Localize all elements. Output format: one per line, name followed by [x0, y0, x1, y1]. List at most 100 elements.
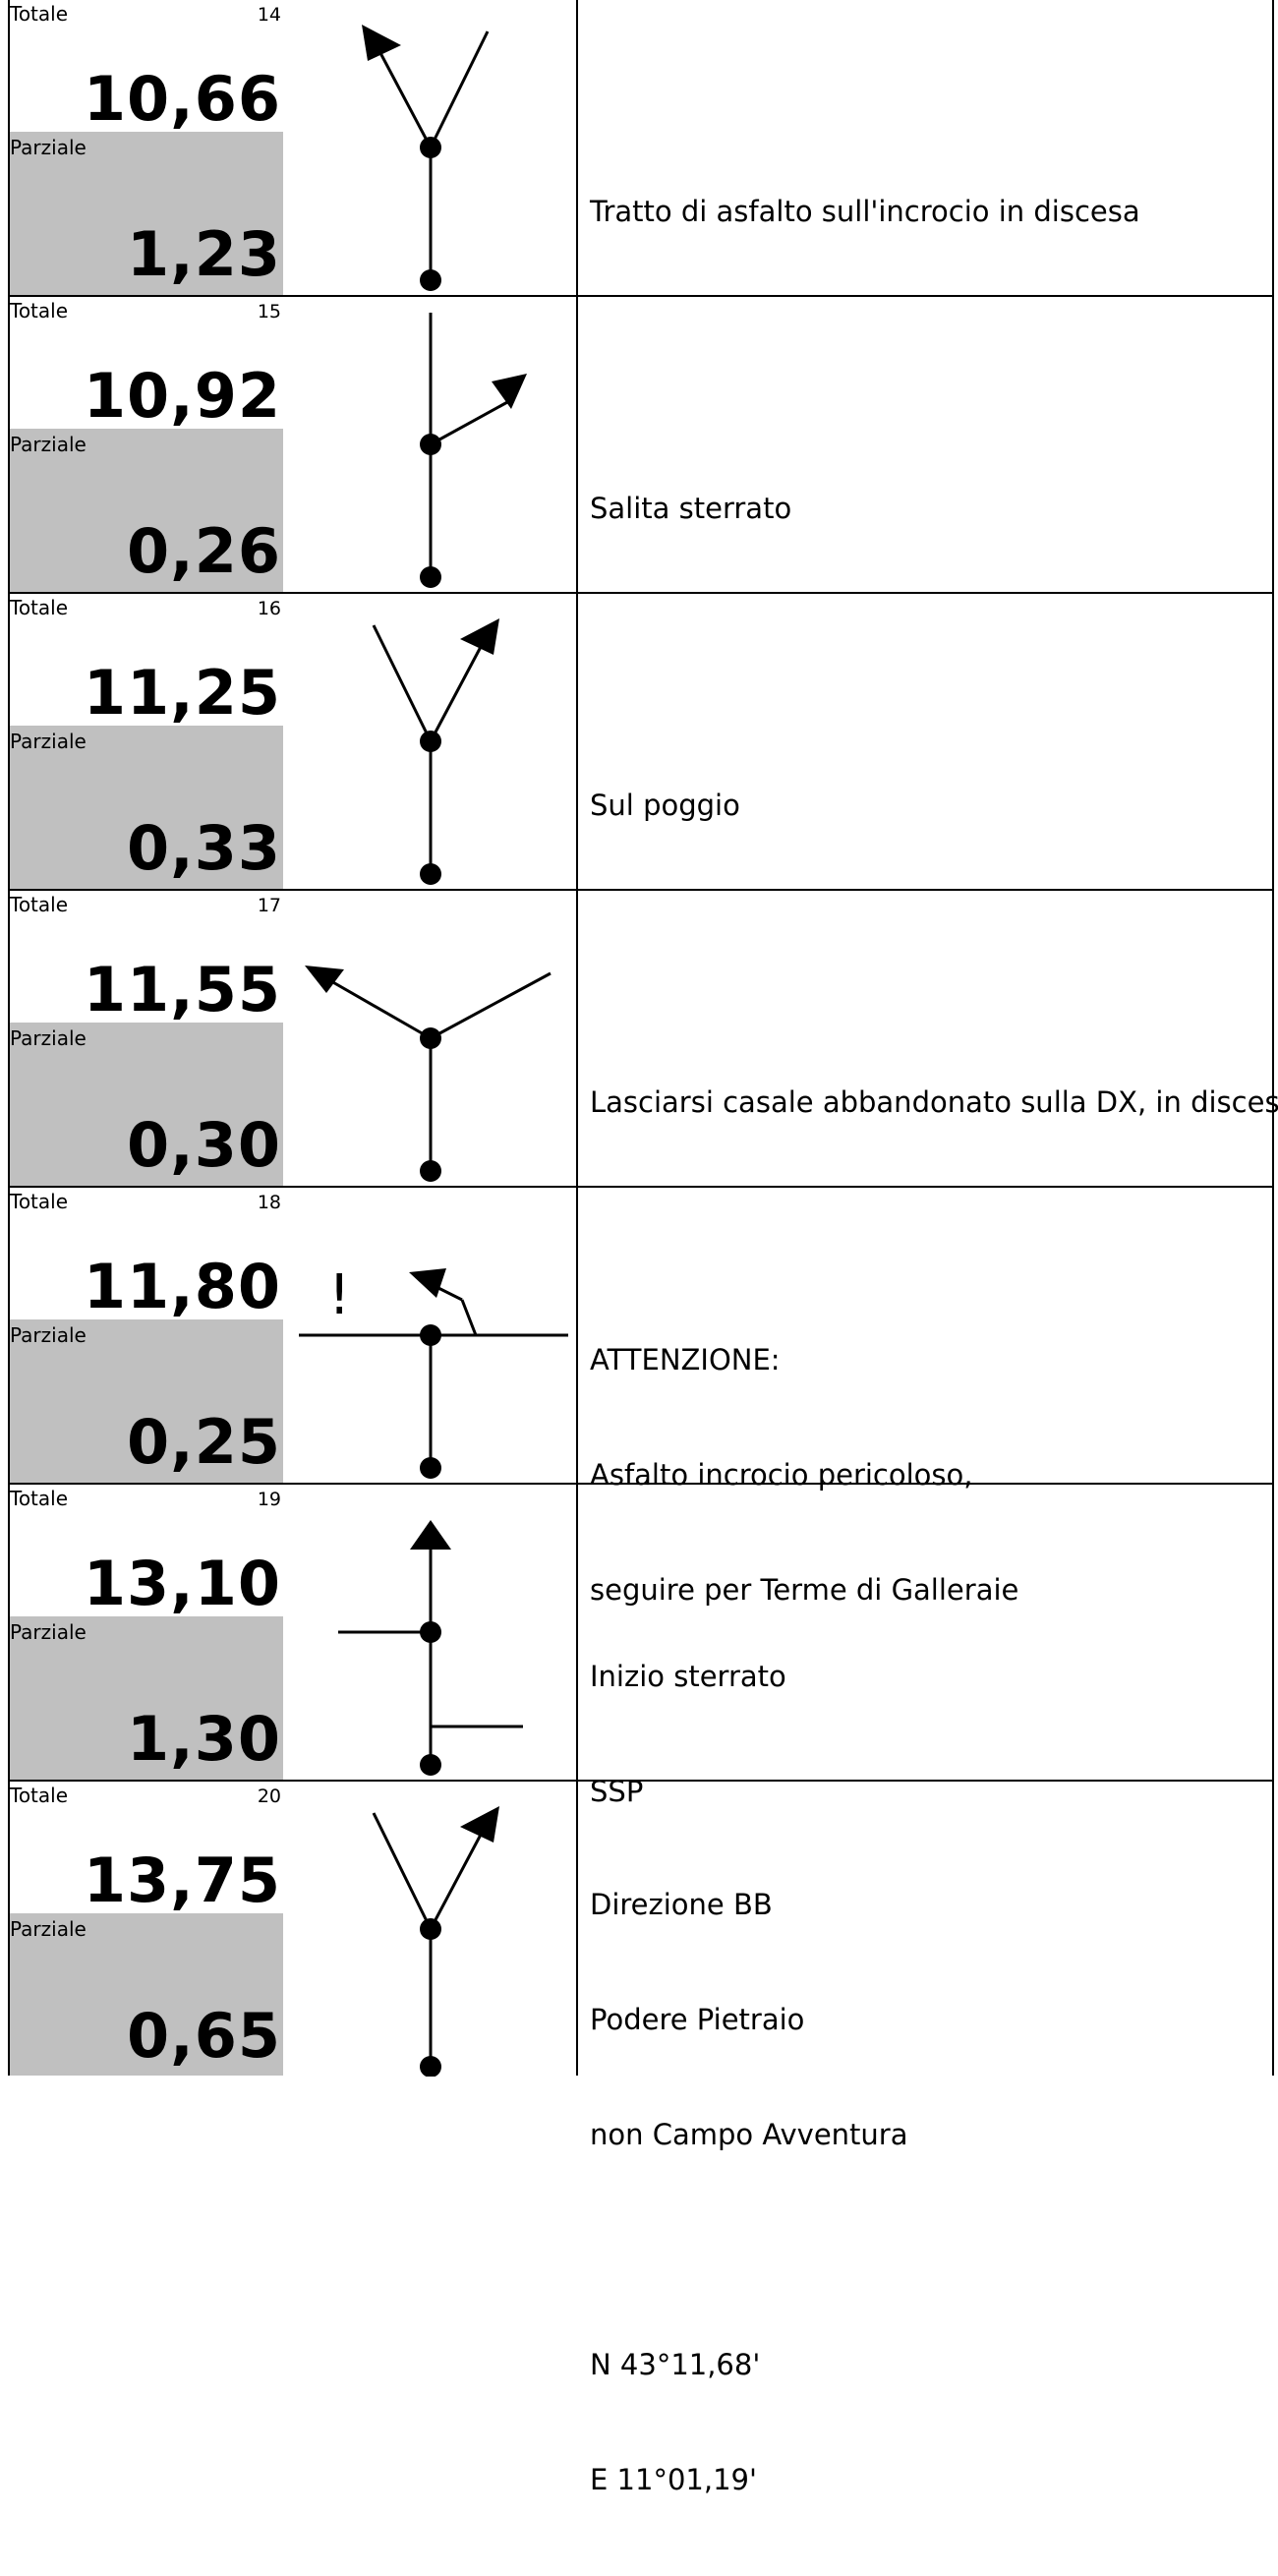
waypoint-number: 19 — [257, 1489, 281, 1510]
description-line: Lasciarsi casale abbandonato sulla DX, i… — [590, 1085, 1278, 1119]
direction-symbol-cell — [283, 0, 578, 295]
table-row: Totale 18 11,80 Parziale 0,25 ! — [8, 1188, 1274, 1607]
totale-km: 13,75 — [83, 1844, 281, 1916]
table-row: Totale 20 13,75 Parziale 0,65 Direzione … — [8, 1782, 1274, 2496]
description-text: Sul poggio — [590, 710, 740, 902]
direction-symbol-cell — [283, 1782, 578, 2077]
description-text: Direzione BB Podere Pietraio non Campo A… — [590, 1809, 908, 2576]
waypoint-number: 16 — [257, 598, 281, 619]
crossroad-caution-icon: ! — [299, 1263, 568, 1479]
description-line: Inizio sterrato — [590, 1660, 786, 1693]
caution-mark: ! — [328, 1263, 350, 1327]
description-line — [590, 2231, 908, 2269]
totale-area: Totale 14 10,66 — [10, 0, 283, 132]
totale-area: Totale 16 11,25 — [10, 594, 283, 726]
waypoint-number: 20 — [257, 1786, 281, 1807]
parziale-km: 0,33 — [127, 812, 281, 884]
description-line: Direzione BB — [590, 1888, 773, 1921]
parziale-label: Parziale — [10, 433, 87, 456]
totale-km: 11,80 — [83, 1251, 281, 1322]
totale-km: 10,66 — [83, 63, 281, 135]
parziale-area: Parziale 0,33 — [10, 726, 283, 889]
parziale-km: 0,65 — [127, 2000, 281, 2072]
description-text: Lasciarsi casale abbandonato sulla DX, i… — [590, 1007, 1278, 1199]
description-text: Salita sterrato — [590, 413, 791, 605]
parziale-label: Parziale — [10, 1917, 87, 1941]
totale-label: Totale — [10, 299, 69, 322]
table-row: Totale 15 10,92 Parziale 0,26 Salita ste… — [8, 297, 1274, 594]
description-cell: Sul poggio — [578, 594, 1274, 889]
description-cell: Salita sterrato — [578, 297, 1274, 592]
fork-wide-left-icon — [305, 966, 552, 1182]
parziale-label: Parziale — [10, 1026, 87, 1050]
direction-symbol-cell — [283, 594, 578, 889]
description-line: N 43°11,68' — [590, 2348, 761, 2381]
waypoint-number: 18 — [257, 1192, 281, 1213]
description-line: seguire per Terme di Galleraie — [590, 1573, 1019, 1607]
table-row: Totale 14 10,66 Parziale 1,23 Tratto di … — [8, 0, 1274, 297]
totale-label: Totale — [10, 2, 69, 26]
description-line: E 11°01,19' — [590, 2463, 757, 2496]
description-cell: Inizio sterrato SSP — [578, 1485, 1274, 1808]
direction-symbol-cell: ! — [283, 1188, 578, 1483]
parziale-area: Parziale 0,65 — [10, 1913, 283, 2076]
totale-label: Totale — [10, 893, 69, 916]
distance-cell: Totale 18 11,80 Parziale 0,25 — [8, 1188, 283, 1483]
totale-area: Totale 18 11,80 — [10, 1188, 283, 1319]
parziale-area: Parziale 1,23 — [10, 132, 283, 295]
table-row: Totale 19 13,10 Parziale 1,30 Inizio ste… — [8, 1485, 1274, 1808]
waypoint-number: 14 — [257, 4, 281, 26]
description-cell: Lasciarsi casale abbandonato sulla DX, i… — [578, 891, 1278, 1186]
straight-ahead-icon — [338, 1520, 523, 1776]
direction-symbol-cell — [283, 891, 578, 1186]
description-text: Tratto di asfalto sull'incrocio in disce… — [590, 116, 1140, 308]
parziale-label: Parziale — [10, 1323, 87, 1347]
totale-label: Totale — [10, 596, 69, 619]
totale-km: 13,10 — [83, 1548, 281, 1619]
totale-area: Totale 15 10,92 — [10, 297, 283, 429]
description-line: Podere Pietraio — [590, 2003, 805, 2036]
parziale-area: Parziale 0,30 — [10, 1023, 283, 1186]
totale-label: Totale — [10, 1190, 69, 1213]
description-cell: Direzione BB Podere Pietraio non Campo A… — [578, 1782, 1274, 2496]
description-line: SSP — [590, 1775, 644, 1808]
totale-km: 11,55 — [83, 954, 281, 1025]
fork-right-icon — [372, 1806, 499, 2077]
totale-area: Totale 20 13,75 — [10, 1782, 283, 1913]
distance-cell: Totale 15 10,92 Parziale 0,26 — [8, 297, 283, 592]
parziale-km: 0,25 — [127, 1406, 281, 1478]
direction-symbol-cell — [283, 1485, 578, 1780]
totale-area: Totale 17 11,55 — [10, 891, 283, 1023]
parziale-label: Parziale — [10, 136, 87, 159]
fork-right-icon — [372, 618, 499, 885]
totale-label: Totale — [10, 1784, 69, 1807]
distance-cell: Totale 20 13,75 Parziale 0,65 — [8, 1782, 283, 2076]
distance-cell: Totale 14 10,66 Parziale 1,23 — [8, 0, 283, 295]
parziale-label: Parziale — [10, 1620, 87, 1644]
description-line: Tratto di asfalto sull'incrocio in disce… — [590, 195, 1140, 228]
parziale-label: Parziale — [10, 730, 87, 753]
description-text: ATTENZIONE: Asfalto incrocio pericoloso,… — [590, 1264, 1018, 1686]
totale-km: 10,92 — [83, 360, 281, 432]
totale-label: Totale — [10, 1487, 69, 1510]
distance-cell: Totale 19 13,10 Parziale 1,30 — [8, 1485, 283, 1780]
fork-left-icon — [362, 25, 490, 291]
distance-cell: Totale 16 11,25 Parziale 0,33 — [8, 594, 283, 889]
direction-symbol-cell — [283, 297, 578, 592]
description-text: Inizio sterrato SSP — [590, 1581, 786, 1888]
description-line: Salita sterrato — [590, 492, 792, 525]
turn-right-icon — [420, 313, 527, 588]
parziale-area: Parziale 1,30 — [10, 1616, 283, 1780]
parziale-km: 0,30 — [127, 1109, 281, 1181]
description-cell: ATTENZIONE: Asfalto incrocio pericoloso,… — [578, 1188, 1274, 1607]
description-line: Sul poggio — [590, 789, 740, 822]
description-cell: Tratto di asfalto sull'incrocio in disce… — [578, 0, 1274, 295]
table-row: Totale 17 11,55 Parziale 0,30 Lasciarsi … — [8, 891, 1278, 1188]
parziale-km: 0,26 — [127, 515, 281, 587]
description-line: Asfalto incrocio pericoloso, — [590, 1458, 973, 1492]
description-line: non Campo Avventura — [590, 2118, 908, 2151]
table-row: Totale 16 11,25 Parziale 0,33 Sul poggio — [8, 594, 1274, 891]
parziale-area: Parziale 0,25 — [10, 1319, 283, 1483]
distance-cell: Totale 17 11,55 Parziale 0,30 — [8, 891, 283, 1186]
totale-km: 11,25 — [83, 657, 281, 729]
